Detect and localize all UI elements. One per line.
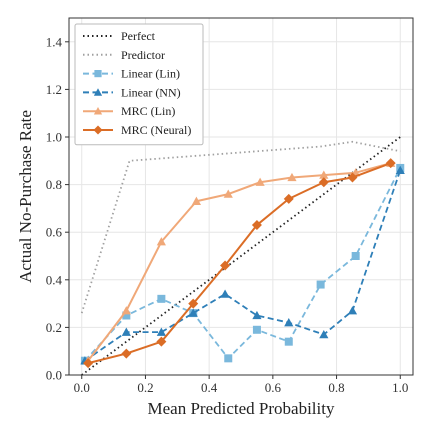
- legend-label-mrc-lin: MRC (Lin): [121, 104, 175, 118]
- legend-label-perfect: Perfect: [121, 29, 156, 43]
- mrc-neural-line: [87, 162, 392, 365]
- legend: Perfect Predictor Linear (Lin) Linear (NN) M…: [74, 23, 204, 146]
- linear-nn-marker: [188, 308, 198, 317]
- linear-lin-marker: [157, 294, 166, 303]
- mrc-lin-marker: [319, 170, 329, 179]
- legend-label-linear-lin: Linear (Lin): [121, 67, 180, 81]
- y-tick-label: 1.2: [46, 82, 62, 97]
- mrc-neural-marker: [318, 177, 329, 188]
- linear-nn-marker: [319, 329, 329, 339]
- mrc-lin-marker: [223, 189, 233, 198]
- linear-lin-marker: [351, 252, 360, 260]
- linear-nn-marker: [395, 165, 405, 174]
- mrc-neural-marker: [283, 193, 294, 204]
- mrc-lin-marker: [287, 172, 297, 182]
- series-perfect: [81, 136, 401, 376]
- legend-mrc-lin-marker: [93, 107, 103, 115]
- ticks: 0.0 0.2 0.4 0.6 0.8 1.0 0.0 0.2 0.4 0.6 0.8 1.0 1.2 1…: [46, 34, 409, 395]
- x-axis-title: Mean Predicted Probability: [148, 399, 335, 418]
- linear-nn-marker: [121, 327, 131, 336]
- series-linear-nn: [80, 165, 405, 365]
- mrc-neural-marker: [251, 220, 262, 231]
- legend-linear-nn-marker: [93, 88, 103, 96]
- mrc-neural-marker: [83, 358, 94, 369]
- x-tick-label: 0.4: [201, 380, 218, 395]
- linear-nn-line: [84, 170, 402, 362]
- linear-lin-marker: [316, 280, 325, 289]
- legend-label-predictor: Predictor: [121, 48, 165, 62]
- y-tick-label: 0.8: [46, 177, 62, 192]
- legend-label-mrc-neural: MRC (Neural): [121, 123, 191, 137]
- perfect-line: [81, 136, 401, 376]
- x-tick-label: 0.2: [137, 380, 153, 395]
- linear-lin-marker: [122, 311, 131, 320]
- mrc-lin-marker: [255, 177, 265, 186]
- mrc-lin-marker: [191, 196, 202, 205]
- linear-nn-marker: [347, 306, 358, 315]
- mrc-lin-marker: [156, 237, 166, 246]
- linear-nn-marker: [252, 310, 262, 320]
- mrc-lin-line: [87, 162, 391, 362]
- series-mrc-neural: [83, 158, 396, 369]
- linear-lin-marker: [252, 325, 261, 334]
- legend-label-linear-nn: Linear (NN): [121, 85, 181, 99]
- legend-linear-lin-marker: [94, 70, 102, 78]
- linear-lin-marker: [224, 354, 233, 363]
- mrc-neural-marker: [121, 348, 132, 359]
- linear-lin-marker: [284, 337, 293, 346]
- mrc-neural-marker: [385, 158, 396, 169]
- y-tick-label: 0.4: [46, 272, 63, 287]
- y-axis-title: Actual No-Purchase Rate: [16, 110, 35, 283]
- linear-nn-marker: [220, 289, 230, 298]
- mrc-neural-marker: [220, 260, 231, 271]
- series-layer: [80, 136, 405, 376]
- x-tick-label: 1.0: [392, 380, 408, 395]
- series-predictor: [80, 140, 401, 314]
- x-tick-label: 0.6: [265, 380, 282, 395]
- mrc-neural-marker: [188, 298, 199, 309]
- plot-frame: [68, 17, 414, 376]
- mrc-lin-marker: [121, 306, 131, 315]
- legend-mrc-neural-marker: [93, 125, 103, 135]
- mrc-neural-marker: [347, 172, 358, 183]
- x-tick-label: 0.8: [328, 380, 344, 395]
- predictor-line: [80, 140, 401, 314]
- y-tick-label: 0.2: [46, 320, 62, 335]
- linear-nn-marker: [284, 318, 294, 327]
- y-tick-label: 0.6: [46, 225, 63, 240]
- y-tick-label: 0.0: [46, 368, 62, 383]
- y-tick-label: 1.0: [46, 130, 62, 145]
- x-tick-label: 0.0: [74, 380, 90, 395]
- mrc-neural-marker: [156, 336, 167, 347]
- linear-lin-line: [84, 167, 402, 362]
- linear-nn-marker: [156, 327, 166, 336]
- y-tick-label: 1.4: [46, 34, 63, 49]
